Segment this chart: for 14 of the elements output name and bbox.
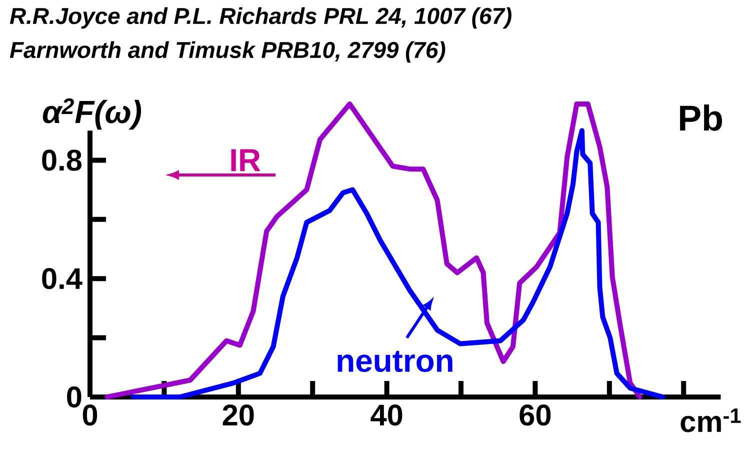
- annotation: Pb: [680, 104, 722, 131]
- y-tick-label: 0.4: [42, 268, 82, 290]
- x-tick-label: 20: [222, 404, 254, 426]
- chart-subtitle: Farnworth and Timusk PRB10, 2799 (76): [10, 41, 446, 63]
- series-label: IR: [231, 149, 260, 172]
- y-tick-label: 0.8: [42, 150, 82, 171]
- series-label: neutron: [338, 350, 452, 372]
- y-axis-title: α$^{2}$F(ω): [42, 98, 142, 130]
- x-tick-label: 60: [520, 404, 551, 426]
- chart-title: R.R.Joyce and P.L. Richards PRL 24, 1007 (67): [10, 7, 512, 29]
- x-axis-title: cm$^{-1}$: [680, 408, 741, 432]
- x-tick-label: 40: [370, 404, 402, 426]
- y-tick-label: 0: [67, 386, 82, 408]
- x-tick-label: 0: [82, 404, 98, 426]
